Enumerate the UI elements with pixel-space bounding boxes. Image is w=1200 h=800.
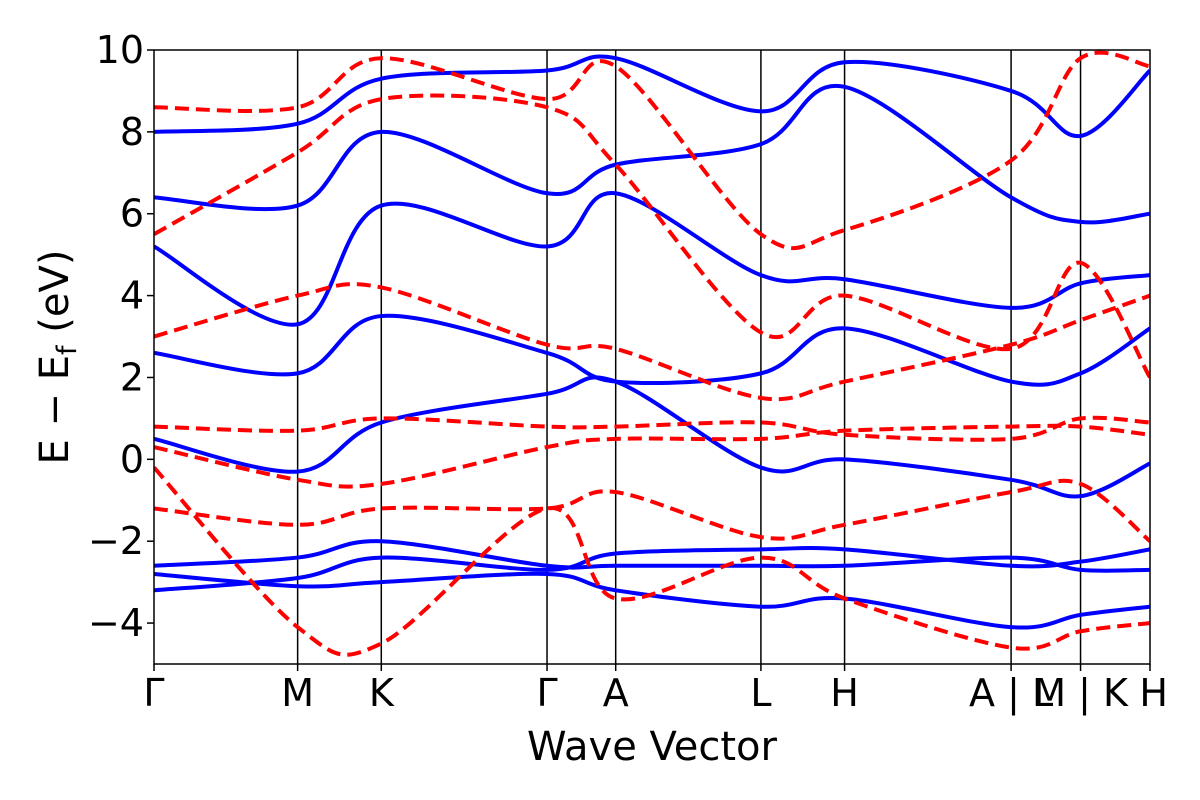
solid-band-line (154, 539, 1150, 573)
solid-band-line (154, 313, 1150, 387)
y-tick-label: 4 (120, 274, 144, 318)
band-series (154, 50, 1150, 657)
solid-band-line (154, 546, 1150, 593)
x-tick-label: M | K (1033, 671, 1129, 716)
dashed-band-line (154, 50, 1150, 251)
kpoint-separator-lines (296, 50, 1082, 664)
y-axis-label: E − Ef (eV) (32, 250, 83, 465)
x-tick-label: H (1139, 671, 1168, 715)
y-axis-label-subscript: f (52, 344, 83, 355)
solid-band-line (154, 375, 1150, 499)
y-tick-label: 0 (120, 437, 144, 481)
dashed-band-line (154, 478, 1150, 543)
dashed-band-line (154, 415, 1150, 442)
y-axis-label-unit: (eV) (32, 250, 78, 346)
x-tick-label: H (830, 671, 859, 715)
y-axis-label-main: E − E (32, 355, 78, 465)
y-axis-ticks: −4 −2 0 2 4 6 8 10 (88, 28, 154, 645)
y-tick-label: −2 (88, 519, 144, 563)
y-tick-label: −4 (88, 601, 144, 645)
y-tick-label: 10 (96, 28, 144, 72)
y-tick-label: 2 (120, 355, 144, 399)
solid-band-line (154, 571, 1150, 630)
y-tick-label: 6 (120, 192, 144, 236)
x-tick-label: L (750, 671, 771, 715)
dashed-band-line (154, 466, 1150, 657)
solid-band-line (154, 83, 1150, 225)
solid-band-line (154, 54, 1150, 138)
dashed-band-line (154, 423, 1150, 489)
x-tick-label: A (603, 671, 629, 715)
x-tick-label: Γ (536, 671, 557, 715)
x-tick-label: K (369, 671, 395, 715)
x-tick-label: A | L (969, 671, 1053, 716)
x-axis-label: Wave Vector (527, 724, 778, 770)
x-tick-label: M (281, 671, 314, 715)
solid-band-line (154, 191, 1150, 327)
y-tick-label: 8 (120, 110, 144, 154)
x-tick-label: Γ (143, 671, 164, 715)
dashed-band-line (154, 93, 1150, 379)
plot-frame (153, 49, 1151, 665)
